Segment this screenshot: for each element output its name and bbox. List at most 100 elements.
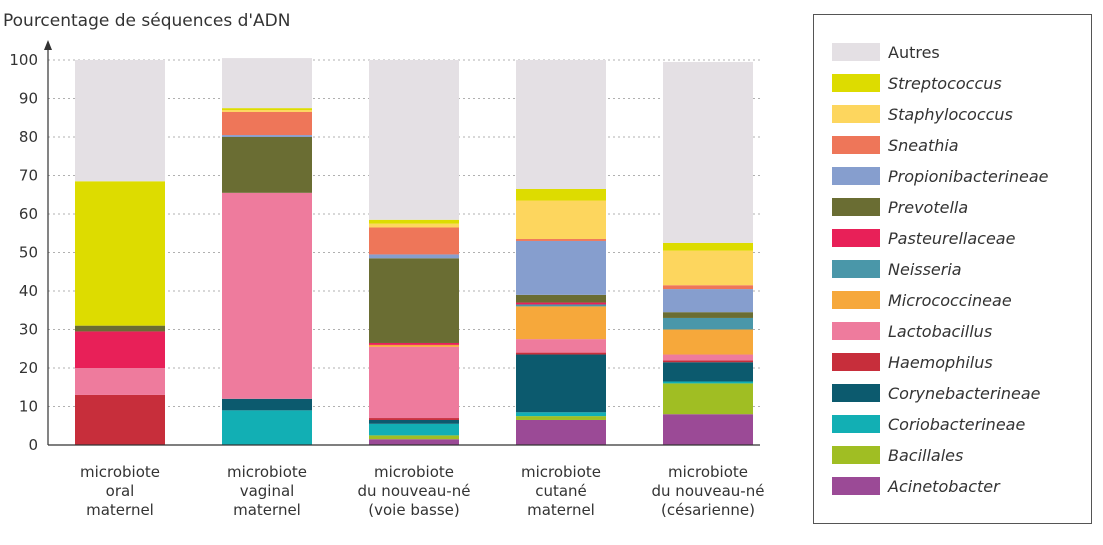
bar-segment <box>516 60 606 189</box>
legend-swatch <box>832 477 880 495</box>
y-tick-label: 100 <box>9 51 38 69</box>
bar-segment <box>663 360 753 363</box>
bar-segment <box>516 412 606 417</box>
bar-segment <box>369 258 459 343</box>
bar-segment <box>516 302 606 305</box>
legend-label: Micrococcineae <box>888 290 1012 310</box>
legend-swatch <box>832 229 880 247</box>
bar-segment <box>663 329 753 355</box>
legend: Autres Streptococcus Staphylococcus Sneathi… <box>813 14 1092 524</box>
legend-label: Prevotella <box>888 197 969 217</box>
legend-swatch <box>832 322 880 340</box>
category-labels: microbioteoralmaternelmicrobiotevaginalm… <box>80 463 764 519</box>
category-label: (voie basse) <box>368 501 460 519</box>
legend-item: Sneathia <box>832 134 959 156</box>
y-tick-label: 50 <box>19 244 38 262</box>
bar-segment <box>75 181 165 326</box>
bars <box>75 58 753 445</box>
bar-segment <box>75 368 165 395</box>
category-label: microbiote <box>80 463 160 481</box>
legend-item: Coriobacterineae <box>832 413 1025 435</box>
category-label: maternel <box>233 501 301 519</box>
bar-segment <box>516 306 606 340</box>
bar-segment <box>663 354 753 361</box>
bar-segment <box>222 135 312 137</box>
category-label: du nouveau-né <box>358 482 471 500</box>
y-tick-label: 40 <box>19 282 38 300</box>
category-label: microbiote <box>668 463 748 481</box>
legend-item: Prevotella <box>832 196 968 218</box>
bar-segment <box>222 398 312 411</box>
legend-swatch <box>832 446 880 464</box>
bar-segment <box>369 60 459 220</box>
category-label: oral <box>106 482 135 500</box>
category-label: du nouveau-né <box>652 482 765 500</box>
y-axis-arrow <box>44 40 52 50</box>
legend-label: Coriobacterineae <box>888 414 1026 434</box>
legend-swatch <box>832 43 880 61</box>
category-label: maternel <box>86 501 154 519</box>
bar-segment <box>369 227 459 255</box>
legend-item: Staphylococcus <box>832 103 1013 125</box>
legend-item: Haemophilus <box>832 351 993 373</box>
legend-swatch <box>832 136 880 154</box>
category-label: microbiote <box>521 463 601 481</box>
legend-swatch <box>832 384 880 402</box>
bar-segment <box>222 192 312 399</box>
legend-item: Autres <box>832 41 940 63</box>
bar-segment <box>663 381 753 384</box>
legend-swatch <box>832 353 880 371</box>
y-axis-title: Pourcentage de séquences d'ADN <box>3 11 291 31</box>
bar-segment <box>516 419 606 445</box>
category-label: (césarienne) <box>661 501 755 519</box>
legend-label: Autres <box>888 42 940 62</box>
legend-swatch <box>832 291 880 309</box>
bar-segment <box>222 108 312 111</box>
bar-segment <box>369 418 459 420</box>
legend-swatch <box>832 415 880 433</box>
bar-segment <box>369 219 459 224</box>
y-tick-label: 80 <box>19 128 38 146</box>
bar-segment <box>516 294 606 303</box>
bar-segment <box>369 346 459 419</box>
bar-segment <box>369 435 459 440</box>
bar-segment <box>516 352 606 355</box>
bar-segment <box>516 354 606 413</box>
category-label: vaginal <box>240 482 295 500</box>
bar-segment <box>75 325 165 332</box>
y-tick-label: 70 <box>19 167 38 185</box>
legend-item: Acinetobacter <box>832 475 1000 497</box>
legend-label: Corynebacterineae <box>888 383 1041 403</box>
legend-item: Corynebacterineae <box>832 382 1041 404</box>
y-tick-label: 20 <box>19 359 38 377</box>
bar-segment <box>663 312 753 318</box>
legend-label: Neisseria <box>888 259 962 279</box>
axes <box>44 40 760 446</box>
bar-segment <box>369 223 459 228</box>
bar-segment <box>75 394 165 445</box>
category-label: maternel <box>527 501 595 519</box>
bar-segment <box>222 410 312 445</box>
bar-segment <box>516 416 606 420</box>
bar-segment <box>516 240 606 295</box>
bar-segment <box>516 339 606 353</box>
bar-segment <box>222 137 312 193</box>
bar-segment <box>663 250 753 286</box>
bar-segment <box>369 419 459 424</box>
bar-segment <box>222 58 312 109</box>
bar-segment <box>369 344 459 347</box>
legend-item: Pasteurellaceae <box>832 227 1015 249</box>
y-tick-label: 90 <box>19 90 38 108</box>
bar-segment <box>663 61 753 243</box>
bar-segment <box>516 239 606 241</box>
legend-label: Streptococcus <box>888 73 1002 93</box>
bar-segment <box>663 362 753 382</box>
legend-swatch <box>832 167 880 185</box>
legend-item: Streptococcus <box>832 72 1002 94</box>
bar-segment <box>663 242 753 251</box>
bar-segment <box>222 110 312 112</box>
bar-segment <box>663 289 753 313</box>
bar-segment <box>663 317 753 330</box>
bar-segment <box>369 423 459 436</box>
legend-label: Lactobacillus <box>888 321 993 341</box>
